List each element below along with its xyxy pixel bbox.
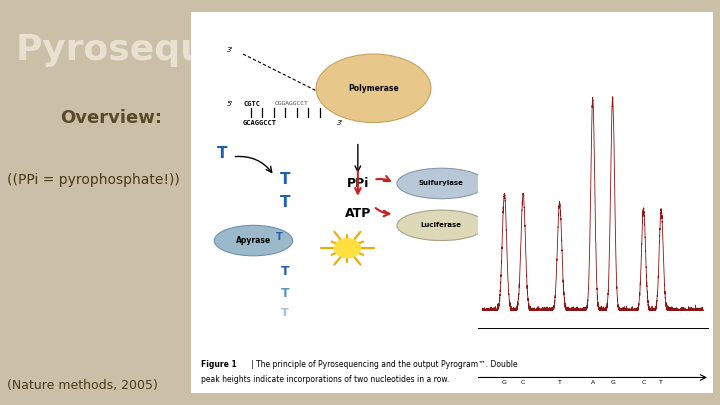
Text: (Nature methods, 2005): (Nature methods, 2005) <box>7 379 158 392</box>
Circle shape <box>334 239 361 258</box>
Text: Figure 1: Figure 1 <box>202 360 237 369</box>
Ellipse shape <box>316 54 431 123</box>
Text: T: T <box>279 195 290 210</box>
Text: T: T <box>281 288 289 301</box>
Ellipse shape <box>397 210 486 241</box>
Text: 3': 3' <box>337 119 343 126</box>
Text: CGGAGGCCT: CGGAGGCCT <box>274 101 308 106</box>
Text: T: T <box>281 264 289 277</box>
Text: Overview:: Overview: <box>60 109 163 127</box>
Text: T: T <box>276 232 283 242</box>
Ellipse shape <box>215 225 292 256</box>
Text: T: T <box>217 145 228 160</box>
FancyBboxPatch shape <box>186 9 718 396</box>
Text: T: T <box>281 308 289 318</box>
Text: Pyrosequencing: Pyrosequencing <box>16 33 342 67</box>
Text: ((PPi = pyrophosphate!)): ((PPi = pyrophosphate!)) <box>7 173 180 187</box>
Text: | The principle of Pyrosequencing and the output Pyrogram™. Double: | The principle of Pyrosequencing and th… <box>251 360 518 369</box>
Text: Polymerase: Polymerase <box>348 84 399 93</box>
Text: 5': 5' <box>228 100 234 107</box>
Text: peak heights indicate incorporations of two nucleotides in a row.: peak heights indicate incorporations of … <box>202 375 449 384</box>
Text: GCAGGCCT: GCAGGCCT <box>243 119 277 126</box>
Text: 3': 3' <box>228 47 234 53</box>
Ellipse shape <box>397 168 486 199</box>
Text: ATP: ATP <box>345 207 371 220</box>
Text: Sulfurylase: Sulfurylase <box>419 181 464 186</box>
Text: PPi: PPi <box>346 177 369 190</box>
Text: Apyrase: Apyrase <box>236 236 271 245</box>
Text: CGTC: CGTC <box>243 100 260 107</box>
Text: T: T <box>279 172 290 187</box>
Text: Luciferase: Luciferase <box>421 222 462 228</box>
